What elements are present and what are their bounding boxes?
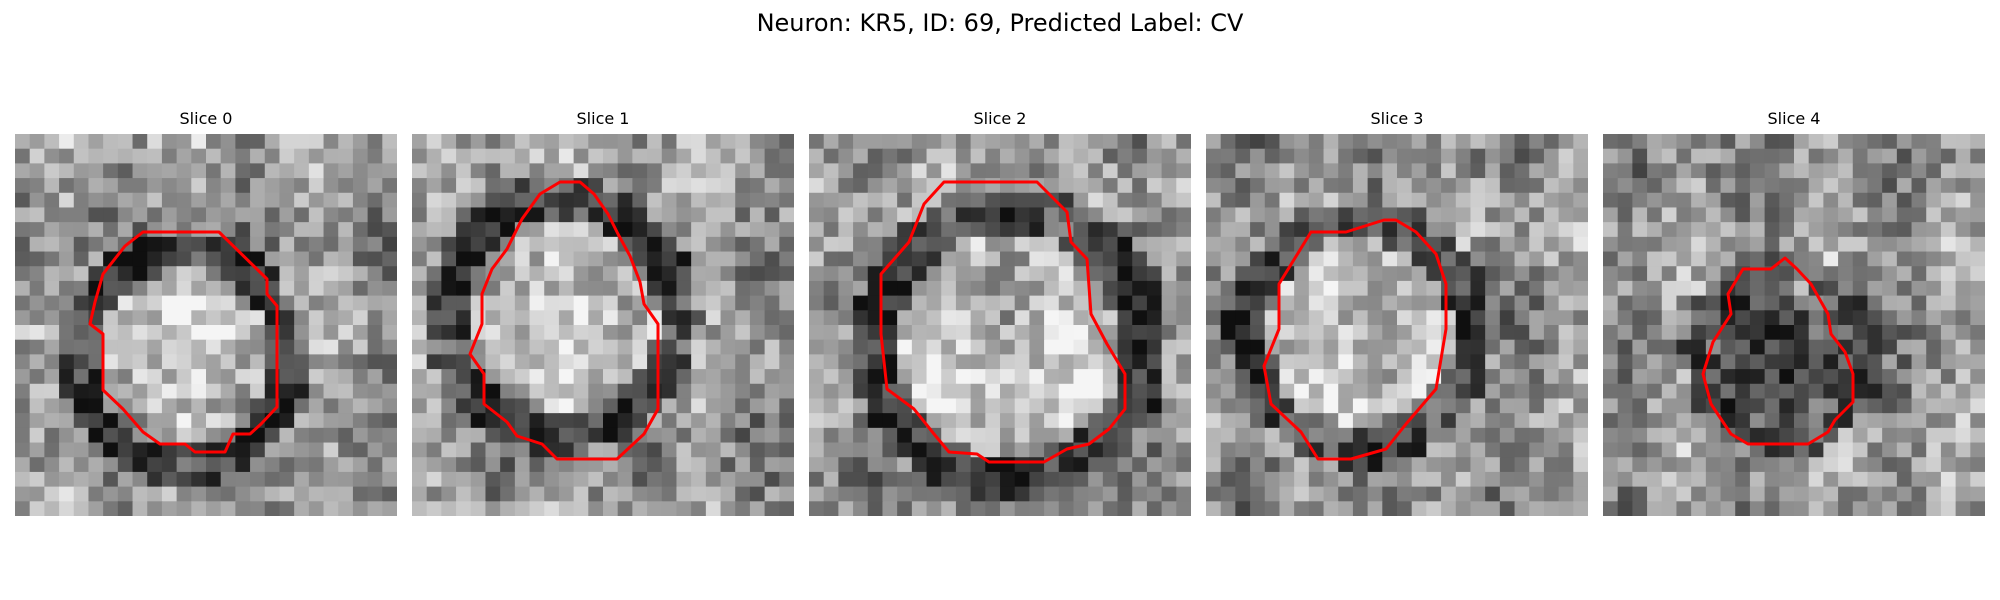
- slice-image-2: [809, 134, 1191, 516]
- cell-contour: [88, 230, 279, 454]
- grayscale-texture: [1603, 134, 1985, 516]
- slice-image-3: [1206, 134, 1588, 516]
- slice-title-1: Slice 1: [576, 109, 630, 128]
- cell-contour: [468, 180, 660, 461]
- slice-title-3: Slice 3: [1370, 109, 1424, 128]
- cell-contour: [879, 180, 1127, 464]
- cell-contour: [1701, 256, 1855, 446]
- figure-title: Neuron: KR5, ID: 69, Predicted Label: CV: [756, 9, 1244, 37]
- slice-panel-2: Slice 2: [809, 108, 1191, 518]
- grayscale-texture: [1206, 134, 1588, 516]
- slice-panel-3: Slice 3: [1206, 108, 1588, 518]
- slice-panels: Slice 0 Slice 1 Slice 2 Slice 3 Slice 4: [15, 108, 1985, 518]
- grayscale-texture: [412, 134, 794, 516]
- slice-title-2: Slice 2: [973, 109, 1027, 128]
- slice-image-4: [1603, 134, 1985, 516]
- slice-panel-1: Slice 1: [412, 108, 794, 518]
- slice-title-4: Slice 4: [1767, 109, 1821, 128]
- slice-title-0: Slice 0: [179, 109, 233, 128]
- grayscale-texture: [809, 134, 1191, 516]
- slice-image-0: [15, 134, 397, 516]
- cell-contour: [1262, 218, 1448, 461]
- slice-image-1: [412, 134, 794, 516]
- grayscale-texture: [15, 134, 397, 516]
- slice-panel-4: Slice 4: [1603, 108, 1985, 518]
- slice-panel-0: Slice 0: [15, 108, 397, 518]
